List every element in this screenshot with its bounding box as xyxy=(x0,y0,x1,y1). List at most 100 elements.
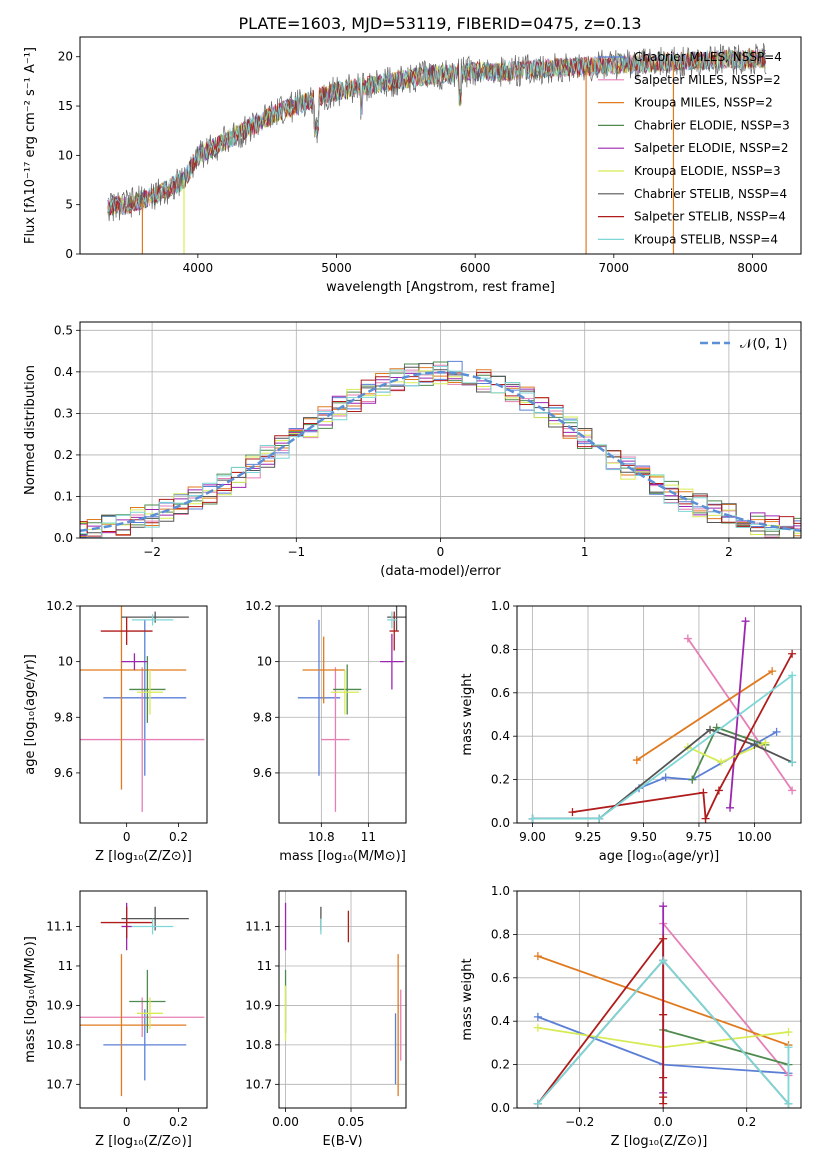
y-tick-label: 9.8 xyxy=(253,710,272,724)
x-tick-label: 9.50 xyxy=(630,830,657,844)
mass_vs_ebv-panel: 0.00 0.05 10.7 10.8 10.9 11 11.1 E(B-V) xyxy=(245,890,407,1149)
x-tick-label: −2 xyxy=(143,545,161,559)
marker-salpeter-elodie xyxy=(741,617,750,626)
x-tick-label: −0.2 xyxy=(565,1115,594,1129)
y-tick-label: 0.8 xyxy=(491,642,510,656)
y-tick-label: 0.2 xyxy=(54,448,73,462)
plot-frame xyxy=(79,890,208,1109)
marker-chabrier-miles xyxy=(533,1012,542,1021)
y-tick-label: 10.7 xyxy=(245,1077,272,1091)
y-tick-label: 10.9 xyxy=(245,998,272,1012)
y-tick-label: 10.7 xyxy=(46,1077,73,1091)
x-axis-label: Z [log₁₀(Z/Z⊙)] xyxy=(95,1134,192,1149)
age_vs_mass-points xyxy=(297,606,406,812)
legend-label-chabrier-stelib: Chabrier STELIB, NSSP=4 xyxy=(634,187,787,201)
y-tick-label: 1.0 xyxy=(491,599,510,613)
marker-kroupa-elodie xyxy=(784,1028,793,1037)
marker-kroupa-stelib xyxy=(788,758,797,767)
histogram-chabrier-elodie xyxy=(80,361,801,538)
legend-label-chabrier-miles: Chabrier MILES, NSSP=4 xyxy=(634,50,782,64)
line-kroupa-miles xyxy=(636,670,773,761)
plot-frame xyxy=(79,321,802,539)
marker-kroupa-stelib xyxy=(784,1099,793,1108)
y-tick-label: 10.2 xyxy=(46,599,73,613)
y-axis-label: mass [log₁₀(M/M⊙)] xyxy=(23,936,38,1063)
x-tick-label: 11 xyxy=(361,830,376,844)
spectrum-panel: 4000 5000 6000 7000 8000 0 5 10 15 20 wavelength [… xyxy=(23,36,802,295)
legend-label-kroupa-miles: Kroupa MILES, NSSP=2 xyxy=(634,96,773,110)
x-tick-label: 8000 xyxy=(737,261,768,275)
y-tick-label: 10 xyxy=(58,655,73,669)
marker-salpeter-elodie xyxy=(726,803,734,812)
y-tick-label: 9.8 xyxy=(54,710,73,724)
marker-kroupa-elodie xyxy=(761,738,770,747)
y-tick-label: 1.0 xyxy=(491,884,510,898)
normal-curve xyxy=(80,371,801,532)
marker-kroupa-stelib xyxy=(788,671,797,680)
line-kroupa-stelib xyxy=(532,673,794,820)
y-tick-label: 0.3 xyxy=(54,406,73,420)
line-kroupa-stelib xyxy=(537,959,790,1107)
spectrum-line-salpeter-stelib xyxy=(107,50,767,216)
y-tick-label: 0.0 xyxy=(491,1101,510,1115)
x-tick-label: 4000 xyxy=(183,261,214,275)
y-tick-label: 11.1 xyxy=(46,920,73,934)
plot-frame xyxy=(516,890,802,1109)
x-tick-label: 0.2 xyxy=(169,1115,188,1129)
y-tick-label: 5 xyxy=(65,198,73,212)
x-axis-label: mass [log₁₀(M/M⊙)] xyxy=(279,849,406,864)
y-axis-label: age [log₁₀(age/yr)] xyxy=(23,654,38,775)
y-tick-label: 9.6 xyxy=(54,766,73,780)
y-tick-label: 11.1 xyxy=(245,920,272,934)
y-tick-label: 0.4 xyxy=(491,729,510,743)
x-axis-label: E(B-V) xyxy=(322,1134,362,1149)
y-tick-label: 15 xyxy=(58,99,73,113)
marker-kroupa-stelib xyxy=(595,814,604,823)
x-tick-label: 0.0 xyxy=(654,1115,673,1129)
marker-salpeter-stelib xyxy=(568,808,577,817)
marker-salpeter-stelib xyxy=(699,788,708,797)
x-axis-label: (data-model)/error xyxy=(380,564,501,579)
x-tick-label: 0 xyxy=(123,830,131,844)
weight_vs_Z-panel: −0.2 0.0 0.2 0.0 0.2 0.4 0.6 0.8 1.0 Z [log₁₀(Z/Z… xyxy=(460,884,802,1149)
y-tick-label: 0.2 xyxy=(491,1058,510,1072)
y-tick-label: 0.6 xyxy=(491,971,510,985)
x-tick-label: 0.2 xyxy=(737,1115,756,1129)
y-tick-label: 0.5 xyxy=(54,323,73,337)
marker-salpeter-stelib xyxy=(659,1073,668,1082)
marker-kroupa-stelib xyxy=(784,1043,793,1052)
spectrum-legend: Chabrier MILES, NSSP=4 Salpeter MILES, NS… xyxy=(598,50,790,246)
x-tick-label: −1 xyxy=(287,545,305,559)
plot-frame xyxy=(516,605,802,824)
plot-frame xyxy=(278,890,407,1109)
x-tick-label: 9.75 xyxy=(686,830,713,844)
histogram-salpeter-stelib xyxy=(80,372,801,537)
y-tick-label: 0.4 xyxy=(54,365,73,379)
marker-chabrier-miles xyxy=(661,773,670,782)
y-tick-label: 11 xyxy=(58,959,73,973)
y-tick-label: 0.0 xyxy=(54,531,73,545)
marker-chabrier-elodie xyxy=(688,775,697,784)
marker-kroupa-stelib xyxy=(533,1099,542,1108)
y-axis-label: Normed distribution xyxy=(23,365,38,495)
mass_vs_Z-points xyxy=(80,902,205,1097)
marker-kroupa-stelib xyxy=(659,956,668,965)
x-axis-label: wavelength [Angstrom, rest frame] xyxy=(326,280,555,295)
y-tick-label: 0 xyxy=(65,247,73,261)
x-tick-label: 0.2 xyxy=(169,830,188,844)
x-tick-label: 0 xyxy=(437,545,445,559)
marker-kroupa-miles xyxy=(533,952,542,961)
y-tick-label: 10 xyxy=(58,148,73,162)
marker-kroupa-miles xyxy=(768,667,777,676)
x-tick-label: 10.8 xyxy=(308,830,335,844)
marker-kroupa-miles xyxy=(632,756,641,765)
y-tick-label: 0.4 xyxy=(491,1014,510,1028)
marker-chabrier-miles xyxy=(772,727,781,736)
plot-frame xyxy=(278,605,407,824)
legend-label-kroupa-stelib: Kroupa STELIB, NSSP=4 xyxy=(634,232,778,246)
marker-salpeter-stelib xyxy=(714,786,723,795)
x-tick-label: 10.00 xyxy=(737,830,771,844)
marker-salpeter-stelib xyxy=(788,649,797,658)
x-tick-label: 0 xyxy=(123,1115,131,1129)
